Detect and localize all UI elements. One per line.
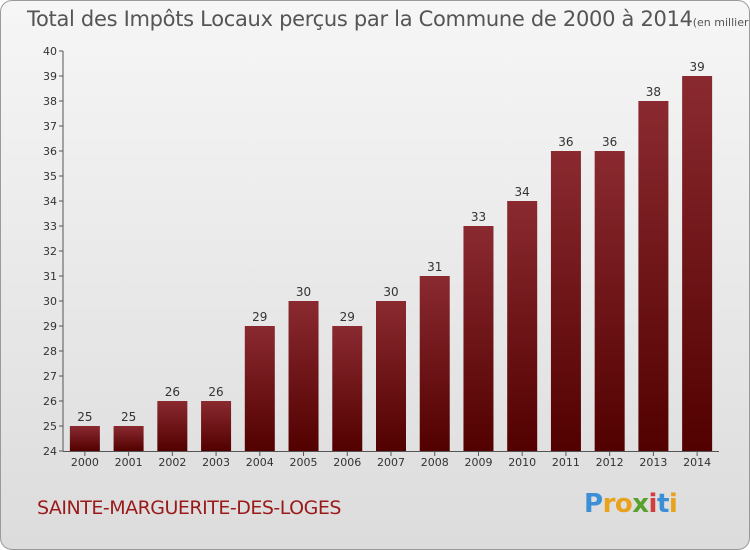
y-tick-label: 34 — [43, 195, 57, 208]
data-label: 36 — [602, 135, 617, 149]
data-label: 34 — [515, 185, 530, 199]
logo-letter: i — [648, 489, 658, 519]
x-tick-label: 2003 — [202, 456, 230, 469]
bar-2001 — [113, 426, 144, 451]
x-tick-label: 2012 — [596, 456, 624, 469]
x-tick-label: 2010 — [508, 456, 536, 469]
bar-2000 — [69, 426, 100, 451]
bar-2006 — [332, 326, 363, 451]
bar-2010 — [507, 201, 538, 451]
y-tick-label: 25 — [43, 420, 57, 433]
logo-letter: x — [632, 489, 649, 519]
x-tick-label: 2000 — [71, 456, 99, 469]
data-label: 30 — [296, 285, 311, 299]
y-tick-label: 38 — [43, 95, 57, 108]
bar-2013 — [638, 101, 669, 451]
x-tick-label: 2006 — [333, 456, 361, 469]
y-tick-label: 27 — [43, 370, 57, 383]
y-tick-label: 29 — [43, 320, 57, 333]
bar-2014 — [682, 76, 713, 451]
data-label: 39 — [689, 60, 704, 74]
x-tick-label: 2002 — [158, 456, 186, 469]
chart-title: Total des Impôts Locaux perçus par la Co… — [27, 7, 749, 31]
y-tick-label: 40 — [43, 45, 57, 58]
x-tick-label: 2008 — [421, 456, 449, 469]
x-tick-label: 2011 — [552, 456, 580, 469]
data-label: 29 — [340, 310, 355, 324]
data-label: 33 — [471, 210, 486, 224]
data-label: 38 — [646, 85, 661, 99]
y-tick-label: 39 — [43, 70, 57, 83]
y-tick-label: 35 — [43, 170, 57, 183]
proxiti-logo: Proxiti — [584, 489, 678, 519]
data-label: 31 — [427, 260, 442, 274]
chart-title-unit: (en milliers d'€) — [692, 16, 749, 29]
data-label: 25 — [121, 410, 136, 424]
x-tick-label: 2001 — [115, 456, 143, 469]
data-label: 26 — [165, 385, 180, 399]
bar-2009 — [463, 226, 494, 451]
logo-letter: P — [584, 489, 603, 519]
data-label: 36 — [558, 135, 573, 149]
logo-letter: t — [656, 489, 669, 519]
data-label: 25 — [77, 410, 92, 424]
chart-title-main: Total des Impôts Locaux perçus par la Co… — [27, 7, 693, 31]
x-tick-label: 2013 — [639, 456, 667, 469]
y-tick-label: 32 — [43, 245, 57, 258]
logo-letter: o — [614, 489, 633, 519]
bar-2004 — [244, 326, 275, 451]
data-label: 29 — [252, 310, 267, 324]
data-label: 30 — [383, 285, 398, 299]
y-tick-label: 31 — [43, 270, 57, 283]
bar-2012 — [594, 151, 625, 451]
y-tick-label: 30 — [43, 295, 57, 308]
x-tick-label: 2004 — [246, 456, 274, 469]
bar-2007 — [376, 301, 406, 451]
x-tick-label: 2007 — [377, 456, 405, 469]
logo-letter: r — [602, 489, 616, 519]
bar-2011 — [550, 151, 581, 451]
y-tick-label: 28 — [43, 345, 57, 358]
y-tick-label: 33 — [43, 220, 57, 233]
bar-2003 — [201, 401, 232, 451]
y-tick-label: 36 — [43, 145, 57, 158]
data-label: 26 — [208, 385, 223, 399]
x-tick-label: 2005 — [290, 456, 318, 469]
bar-2005 — [288, 301, 319, 451]
y-tick-label: 24 — [43, 445, 57, 458]
x-tick-label: 2014 — [683, 456, 711, 469]
logo-letter: i — [668, 489, 678, 519]
y-tick-label: 26 — [43, 395, 57, 408]
commune-name: SAINTE-MARGUERITE-DES-LOGES — [37, 497, 341, 519]
x-tick-label: 2009 — [464, 456, 492, 469]
bar-2002 — [157, 401, 188, 451]
bar-2008 — [419, 276, 450, 451]
y-tick-label: 37 — [43, 120, 57, 133]
